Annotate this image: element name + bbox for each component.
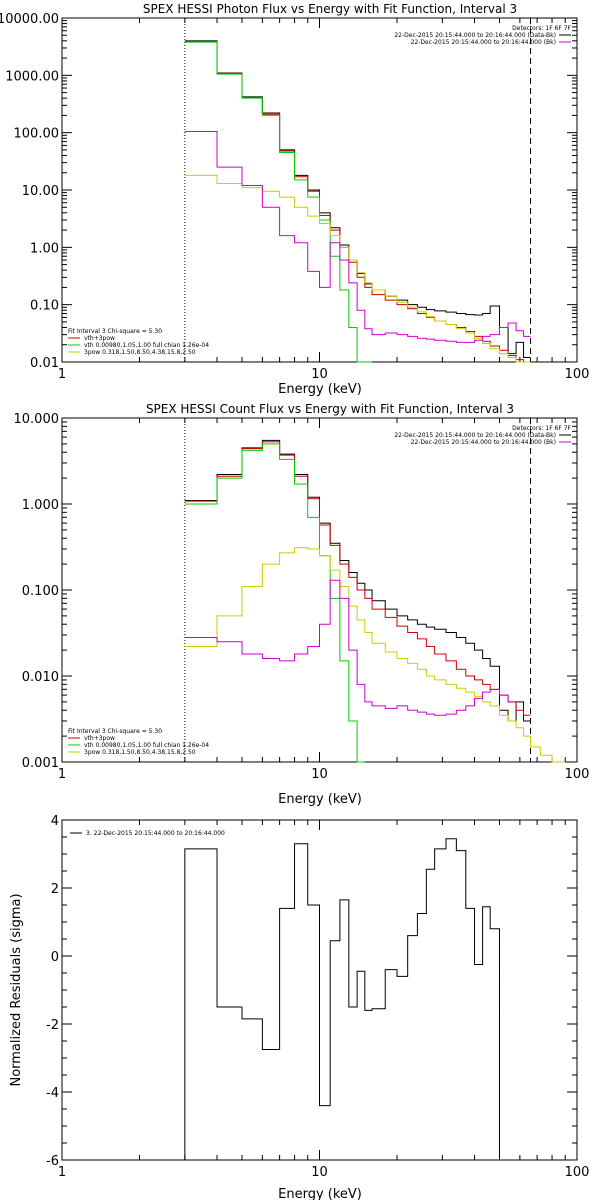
series-vth bbox=[184, 41, 373, 363]
x-tick-label: 10 bbox=[311, 367, 328, 382]
x-tick-label: 1 bbox=[58, 367, 66, 382]
y-tick-label: 0.10 bbox=[30, 299, 59, 314]
y-tick-label: 1.000 bbox=[22, 498, 59, 513]
y-tick-label: 100.00 bbox=[14, 127, 60, 142]
photon-legend-detectors: Detectors: 1F 6F 7F bbox=[512, 25, 571, 32]
y-tick-label: -4 bbox=[46, 1086, 59, 1101]
series-vth-3pow bbox=[184, 441, 531, 716]
y-tick-label: 0.100 bbox=[22, 584, 59, 599]
photon-flux-xlabel: Energy (keV) bbox=[278, 382, 362, 397]
series-3pow bbox=[184, 547, 566, 763]
y-tick-label: 1.00 bbox=[30, 241, 59, 256]
x-tick-label: 10 bbox=[311, 767, 328, 782]
x-tick-label: 10 bbox=[311, 1165, 328, 1180]
y-tick-label: 10.00 bbox=[22, 184, 59, 199]
y-tick-label: 10.000 bbox=[14, 412, 60, 427]
count-flux-xlabel: Energy (keV) bbox=[278, 792, 362, 807]
photon-legend-vth3pow: vth+3pow bbox=[84, 335, 115, 342]
series-3pow bbox=[184, 174, 531, 363]
y-tick-label: 1000.00 bbox=[5, 69, 59, 84]
count-legend-vth3pow: vth+3pow bbox=[84, 735, 115, 742]
photon-flux-title: SPEX HESSI Photon Flux vs Energy with Fi… bbox=[143, 2, 517, 16]
series-bk bbox=[184, 579, 517, 716]
y-tick-label: 10000.00 bbox=[0, 12, 59, 27]
count-flux-panel: SPEX HESSI Count Flux vs Energy with Fit… bbox=[14, 402, 590, 807]
series-residuals bbox=[184, 838, 500, 1160]
photon-legend-fit-interval: Fit Interval 3 Chi-square = 5.30 bbox=[68, 328, 162, 335]
count-legend-vth: vth 0.00980,1.05,1.00 full chian 1.26e-0… bbox=[84, 742, 209, 749]
y-tick-label: 0.01 bbox=[30, 356, 59, 371]
y-tick-label: 2 bbox=[51, 882, 59, 897]
series-vth-3pow bbox=[184, 40, 531, 363]
photon-legend-vth: vth 0.00980,1.05,1.00 full chian 1.26e-0… bbox=[84, 342, 209, 349]
y-tick-label: 0 bbox=[51, 950, 59, 965]
series-vth bbox=[184, 443, 365, 763]
y-tick-label: 0.010 bbox=[22, 670, 59, 685]
x-tick-label: 1 bbox=[58, 1165, 66, 1180]
count-legend-fit-interval: Fit Interval 3 Chi-square = 5.30 bbox=[68, 728, 162, 735]
photon-legend-3pow: 3pow 0.318,1.50,8.50,4.38,15.8,2.50 bbox=[84, 349, 196, 356]
series-bk bbox=[184, 130, 531, 343]
y-tick-label: 4 bbox=[51, 814, 59, 829]
y-tick-label: 0.001 bbox=[22, 756, 59, 771]
count-legend-data-bk: 22-Dec-2015 20:15:44.000 to 20:16:44.000… bbox=[394, 432, 556, 439]
count-legend-detectors: Detectors: 1F 6F 7F bbox=[512, 425, 571, 432]
count-flux-title: SPEX HESSI Count Flux vs Energy with Fit… bbox=[146, 402, 514, 416]
count-legend-bk: 22-Dec-2015 20:15:44.000 to 20:16:44.000… bbox=[411, 439, 556, 446]
residuals-xlabel: Energy (keV) bbox=[278, 1187, 362, 1200]
series-data-bk bbox=[184, 439, 531, 722]
residuals-panel: -6 -4 -2 0 2 4 1 10 100 3. 22-Dec-2015 20:15:44… bbox=[9, 814, 589, 1200]
count-legend-3pow: 3pow 0.318,1.50,8.50,4.38,15.8,2.50 bbox=[84, 749, 196, 756]
x-tick-label: 100 bbox=[565, 1165, 590, 1180]
residuals-legend-text: 3. 22-Dec-2015 20:15:44.000 to 20:16:44.… bbox=[86, 830, 225, 837]
photon-legend-data-bk: 22-Dec-2015 20:15:44.000 to 20:16:44.000… bbox=[394, 32, 556, 39]
x-tick-label: 100 bbox=[565, 767, 590, 782]
x-tick-label: 1 bbox=[58, 767, 66, 782]
y-tick-label: -2 bbox=[46, 1018, 59, 1033]
x-tick-label: 100 bbox=[565, 367, 590, 382]
photon-flux-panel: SPEX HESSI Photon Flux vs Energy with Fi… bbox=[0, 2, 589, 397]
residuals-ylabel: Normalized Residuals (sigma) bbox=[9, 893, 24, 1086]
y-tick-label: -6 bbox=[46, 1154, 59, 1169]
photon-legend-bk: 22-Dec-2015 20:15:44.000 to 20:16:44.000… bbox=[411, 39, 556, 46]
